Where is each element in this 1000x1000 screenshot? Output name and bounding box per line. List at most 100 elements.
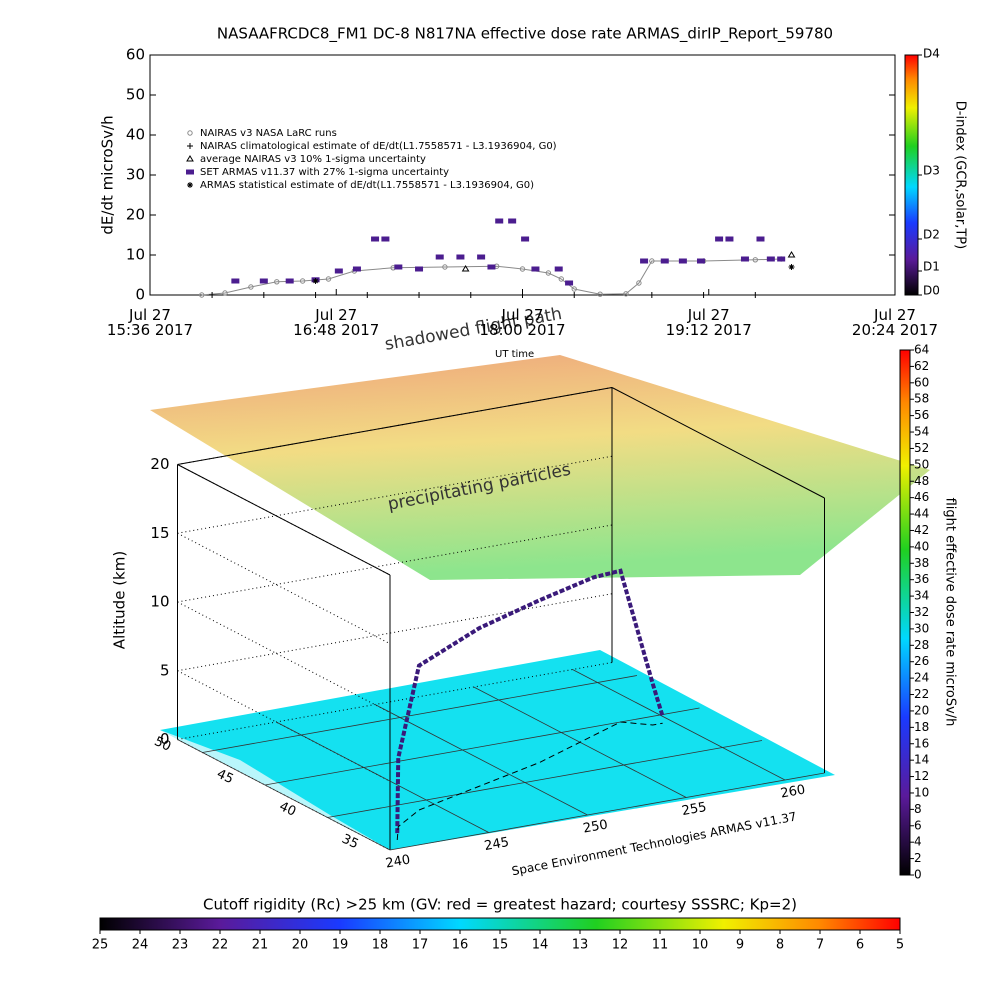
colorbar-tick-label: 58 [914, 392, 929, 406]
z-tick-label: 20 [150, 455, 169, 473]
grid-line [177, 532, 391, 645]
grid-line [177, 524, 613, 603]
marker [571, 286, 577, 292]
x-tick-label: 255 [681, 800, 708, 819]
legend-label: NAIRAS climatological estimate of dE/dt(… [200, 141, 557, 152]
colorbar-tick-label: 4 [914, 835, 922, 849]
marker [415, 266, 424, 272]
marker [199, 292, 205, 298]
marker [696, 258, 705, 264]
chart-title: NASAAFRCDC8_FM1 DC-8 N817NA effective do… [217, 25, 833, 44]
colorbar-tick-label: 17 [412, 938, 429, 953]
marker [678, 258, 687, 264]
grid-line [177, 387, 613, 465]
y-tick-label: 45 [214, 767, 235, 788]
grid-line [177, 455, 613, 534]
marker [715, 236, 724, 242]
marker [788, 264, 795, 270]
colorbar-tick-label: 5 [896, 938, 904, 953]
colorbar-tick-label: 26 [914, 654, 929, 668]
colorbar-tick-label: 0 [914, 868, 922, 882]
x-tick-label: Jul 27 20:24 2017 [852, 306, 938, 339]
z-tick-label: 0 [160, 730, 170, 748]
colorbar-tick-label: 22 [914, 687, 929, 701]
y-tick-label: 10 [126, 246, 145, 264]
colorbar-tick-label: 34 [914, 589, 929, 603]
marker [648, 292, 655, 298]
colorbar-tick-label: 25 [92, 938, 109, 953]
x-tick-label: 250 [582, 817, 609, 836]
colorbar-tick-label: 18 [372, 938, 389, 953]
grid-line [177, 593, 613, 672]
marker [554, 266, 563, 272]
legend-marker [186, 169, 194, 175]
marker [352, 266, 361, 272]
marker [508, 218, 517, 224]
legend-marker [187, 182, 193, 188]
marker [571, 292, 578, 298]
colorbar-label: flight effective dose rate microSv/h [943, 498, 958, 727]
colorbar-tick-label: 32 [914, 605, 929, 619]
marker [519, 292, 526, 298]
dose-colorbar [899, 349, 911, 876]
colorbar-tick-label: 18 [914, 720, 929, 734]
flight-path [395, 568, 665, 834]
colorbar-tick-label: 28 [914, 638, 929, 652]
colorbar-tick-label: 20 [914, 703, 929, 717]
colorbar-tick-label: 60 [914, 375, 929, 389]
legend-label: NAIRAS v3 NASA LaRC runs [200, 128, 337, 139]
marker [299, 278, 306, 284]
colorbar-tick-label: 44 [914, 507, 929, 521]
grid-line [177, 739, 391, 851]
y-axis-label: dE/dt microSv/h [99, 115, 117, 234]
grid-line [572, 669, 786, 781]
colorbar-tick-label: D3 [923, 164, 940, 178]
x-tick-label: Jul 27 18:00 2017 [479, 306, 565, 339]
grid-line [177, 662, 613, 740]
y-tick-label: 50 [152, 734, 173, 755]
marker [777, 256, 786, 262]
colorbar-tick-label: 6 [914, 818, 922, 832]
marker [222, 290, 228, 296]
grid-line [374, 704, 588, 816]
grid-line [389, 772, 825, 851]
colorbar-tick-label: 21 [252, 938, 269, 953]
colorbar-tick-label: 6 [856, 938, 864, 953]
marker [740, 256, 749, 262]
marker [394, 264, 403, 270]
dose-cloud [150, 355, 930, 580]
x-tick-label: Jul 27 19:12 2017 [666, 306, 752, 339]
colorbar-tick-label: D1 [923, 260, 940, 274]
d-index-colorbar [904, 54, 919, 296]
colorbar-tick-label: 19 [332, 938, 349, 953]
colorbar-tick-label: 48 [914, 474, 929, 488]
marker [597, 291, 603, 297]
colorbar-tick-label: 38 [914, 556, 929, 570]
y-tick-label: 30 [126, 166, 145, 184]
x-tick-label: 240 [384, 852, 411, 871]
colorbar-tick-label: 52 [914, 441, 929, 455]
marker [565, 280, 574, 286]
colorbar-tick-label: 30 [914, 621, 929, 635]
marker [209, 292, 216, 298]
colorbar-tick-label: D0 [923, 284, 940, 298]
colorbar-tick-label: 15 [492, 938, 509, 953]
marker [248, 284, 254, 290]
colorbar-tick-label: D2 [923, 228, 940, 242]
colorbar-tick-label: 36 [914, 572, 929, 586]
colorbar-tick-label: 8 [914, 802, 922, 816]
y-tick-label: 40 [277, 799, 298, 820]
colorbar-tick-label: 22 [212, 938, 229, 953]
legend-marker [187, 143, 193, 149]
marker [416, 292, 423, 298]
colorbar-tick-label: 9 [736, 938, 744, 953]
colorbar-tick-label: 54 [914, 425, 929, 439]
marker [725, 236, 734, 242]
legend-label: SET ARMAS v11.37 with 27% 1-sigma uncert… [200, 167, 449, 178]
marker [334, 268, 343, 274]
marker [274, 279, 280, 285]
marker [531, 266, 540, 272]
legend-marker [186, 155, 194, 162]
marker [752, 292, 759, 298]
